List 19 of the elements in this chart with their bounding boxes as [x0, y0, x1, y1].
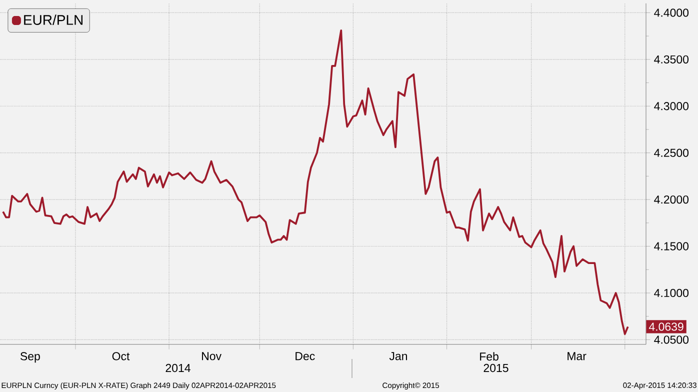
annotation: 4.0639 [648, 322, 684, 331]
y-tick-label: 4.1000 [654, 288, 689, 298]
text: 2014 [166, 364, 190, 372]
x-tick-label: Jan [389, 352, 407, 360]
y-tick-label: 4.1500 [654, 242, 689, 250]
x-tick-label: Sep [20, 352, 40, 363]
y-tick-label: 4.2000 [654, 195, 689, 204]
x-tick-label: Dec [296, 352, 315, 360]
y-tick-label: 4.2500 [654, 148, 689, 157]
legend-label: EUR/PLN [24, 14, 82, 25]
text: 2015 [484, 364, 508, 372]
x-tick-label: Nov [202, 352, 222, 360]
y-tick-label: 4.0500 [654, 336, 689, 344]
x-tick-label: Mar [568, 352, 586, 360]
y-tick-label: 4.3000 [654, 102, 689, 110]
x-tick-label: Feb [480, 352, 498, 361]
y-tick-label: 4.4000 [654, 8, 689, 17]
y-tick-label: 4.3500 [654, 55, 689, 64]
x-tick-label: Oct [112, 352, 130, 360]
